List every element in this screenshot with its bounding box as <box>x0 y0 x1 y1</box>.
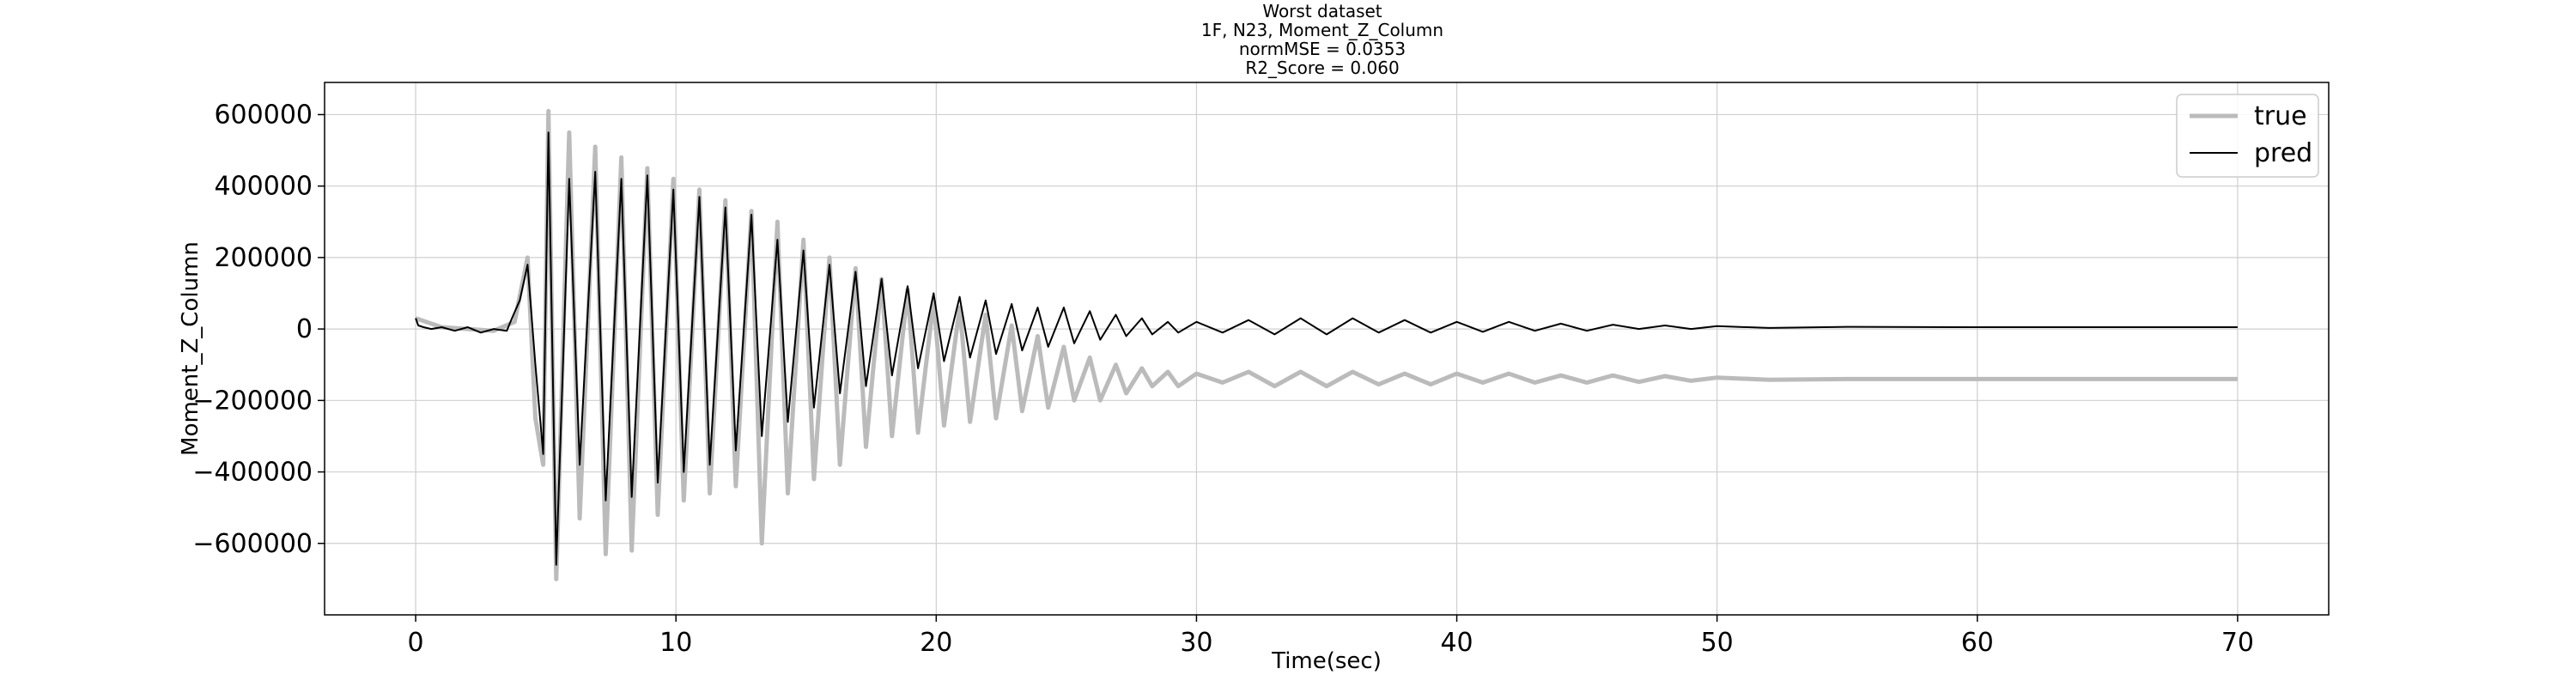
title-line-2: normMSE = 0.0353 <box>1239 39 1406 59</box>
x-tick-label: 40 <box>1440 628 1473 658</box>
x-tick-label: 60 <box>1961 628 1994 658</box>
x-tick-label: 20 <box>920 628 952 658</box>
x-axis-label: Time(sec) <box>1271 648 1382 674</box>
y-tick-label: 0 <box>296 314 313 344</box>
x-tick-label: 70 <box>2221 628 2254 658</box>
x-axis-ticks: 0 10 20 30 40 50 60 70 <box>408 615 2254 658</box>
y-tick-label: 200000 <box>214 243 313 273</box>
series-line-pred <box>415 131 2238 566</box>
plot-frame <box>324 82 2330 616</box>
y-tick-label: −600000 <box>192 529 313 559</box>
title-line-3: R2_Score = 0.060 <box>1245 58 1399 78</box>
y-tick-label: 400000 <box>214 172 313 202</box>
legend-label-true: true <box>2254 101 2307 131</box>
legend: true pred <box>2176 94 2319 178</box>
x-tick-label: 30 <box>1180 628 1212 658</box>
y-axis-ticks: 600000 400000 200000 0 −200000 −400000 −600000 <box>192 100 325 559</box>
y-axis-label: Moment_Z_Column <box>178 241 204 456</box>
y-tick-label: 600000 <box>214 100 313 130</box>
y-tick-label: −200000 <box>192 386 313 416</box>
title-line-1: 1F, N23, Moment_Z_Column <box>1201 20 1443 40</box>
legend-label-pred: pred <box>2254 138 2312 168</box>
x-tick-label: 10 <box>659 628 692 658</box>
series-line-true <box>415 108 2238 581</box>
x-tick-label: 50 <box>1701 628 1734 658</box>
plot-series <box>415 108 2238 581</box>
y-tick-label: −400000 <box>192 458 313 488</box>
x-tick-label: 0 <box>408 628 424 658</box>
title-line-0: Worst dataset <box>1262 1 1382 21</box>
